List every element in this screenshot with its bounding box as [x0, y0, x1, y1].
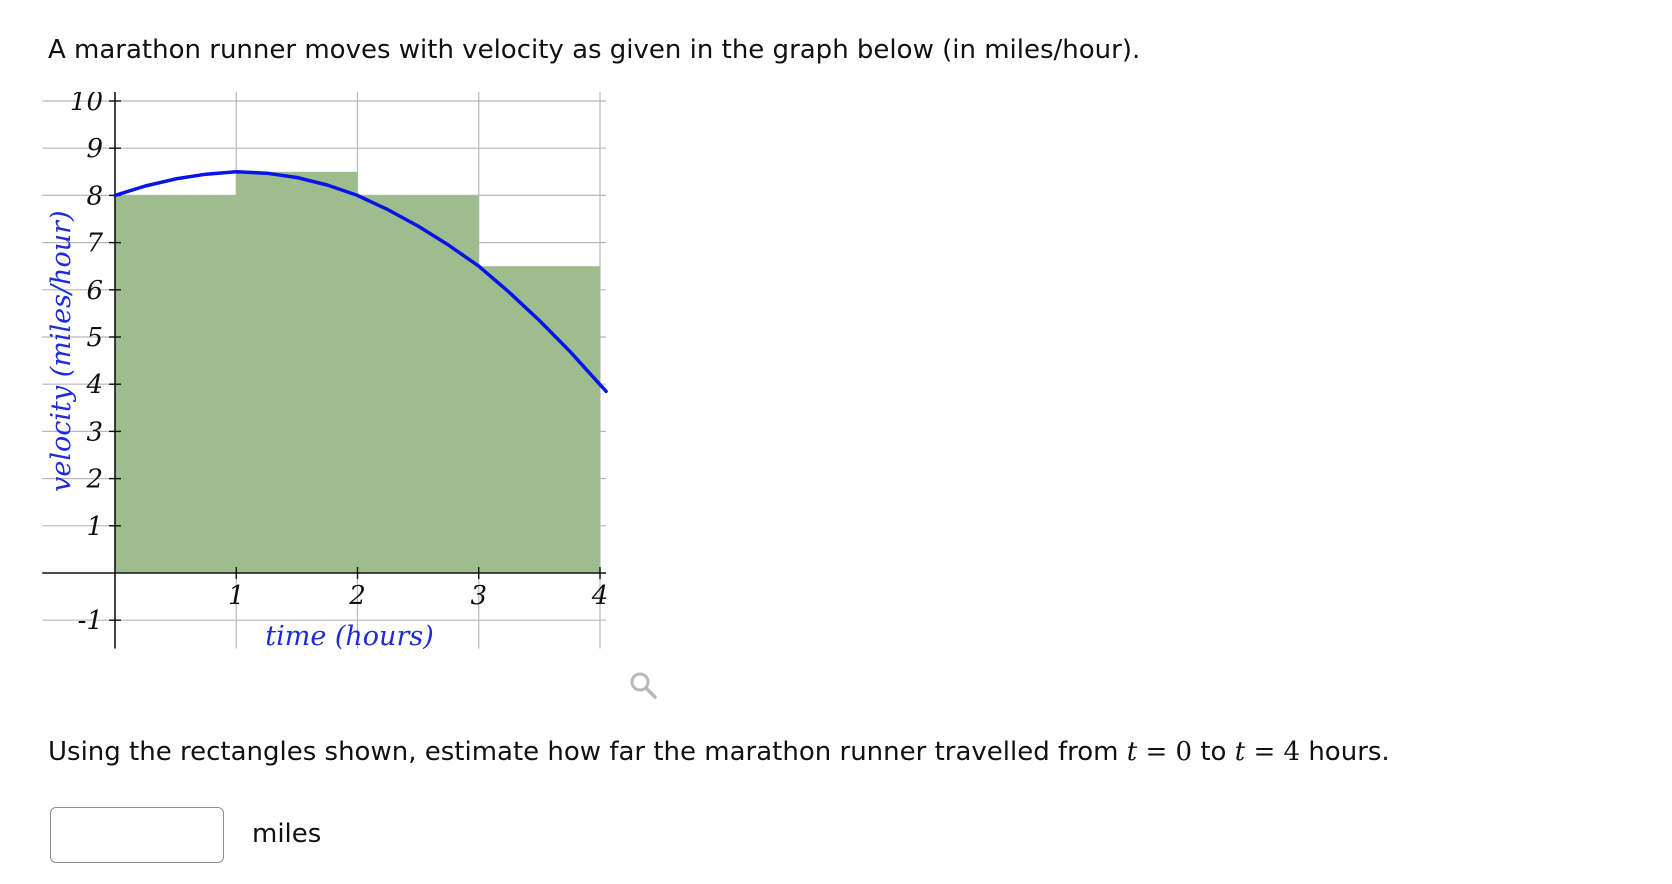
math-var-t-1: t: [1126, 737, 1138, 767]
magnifier-icon[interactable]: [628, 670, 658, 700]
answer-unit: miles: [252, 819, 322, 849]
axes-layer: [42, 92, 607, 649]
y-tick-label-10: 1: [86, 512, 103, 542]
x-tick-label-3: 3: [470, 581, 487, 611]
rectangle-3: [357, 195, 479, 573]
y-tick-label-5: 6: [86, 276, 103, 306]
answer-input[interactable]: [50, 807, 224, 863]
y-tick-label-8: 3: [86, 417, 103, 447]
velocity-curve: [113, 170, 608, 394]
x-tick-label-2: 2: [348, 581, 366, 611]
y-tick-label-1: 10: [70, 92, 103, 117]
y-tick-label-4: 7: [86, 229, 103, 259]
tick-labels-layer: 10 9 8 7 6 5 4 3 2 1 -1 1 2 3 4: [70, 92, 608, 636]
velocity-graph: 10 9 8 7 6 5 4 3 2 1 -1 1 2 3 4 time (hours) velocity …: [40, 92, 660, 707]
question-intro: A marathon runner moves with velocity as…: [48, 30, 1140, 70]
rectangles-layer: [115, 171, 600, 574]
x-tick-label-4: 4: [591, 581, 609, 611]
curve-layer: [113, 170, 608, 394]
y-tick-label-2: 9: [86, 134, 103, 164]
y-tick-label-7: 4: [85, 370, 103, 400]
question-intro-text: A marathon runner moves with velocity as…: [48, 35, 1141, 65]
prompt-after: hours.: [1300, 737, 1390, 767]
rectangle-1: [115, 195, 237, 573]
math-equals-1: =: [1145, 737, 1168, 767]
x-tick-label-1: 1: [228, 581, 245, 611]
x-axis-title: time (hours): [265, 621, 434, 652]
velocity-graph-svg: 10 9 8 7 6 5 4 3 2 1 -1 1 2 3 4 time (hours) velocity …: [42, 92, 608, 652]
y-tick-label-6: 5: [86, 323, 103, 353]
y-tick-label-9: 2: [85, 465, 103, 495]
rectangle-4: [478, 266, 600, 573]
question-prompt: Using the rectangles shown, estimate how…: [48, 732, 1390, 772]
y-tick-label-3: 8: [86, 181, 103, 211]
math-var-t-2: t: [1234, 737, 1246, 767]
math-start-value: 0: [1175, 737, 1193, 767]
y-tick-label-11: -1: [78, 606, 103, 636]
prompt-to: to: [1192, 737, 1235, 767]
rectangle-2: [236, 171, 358, 574]
y-axis-title: velocity (miles/hour): [46, 210, 77, 491]
math-equals-2: =: [1253, 737, 1276, 767]
math-end-value: 4: [1283, 737, 1301, 767]
prompt-before: Using the rectangles shown, estimate how…: [48, 737, 1127, 767]
